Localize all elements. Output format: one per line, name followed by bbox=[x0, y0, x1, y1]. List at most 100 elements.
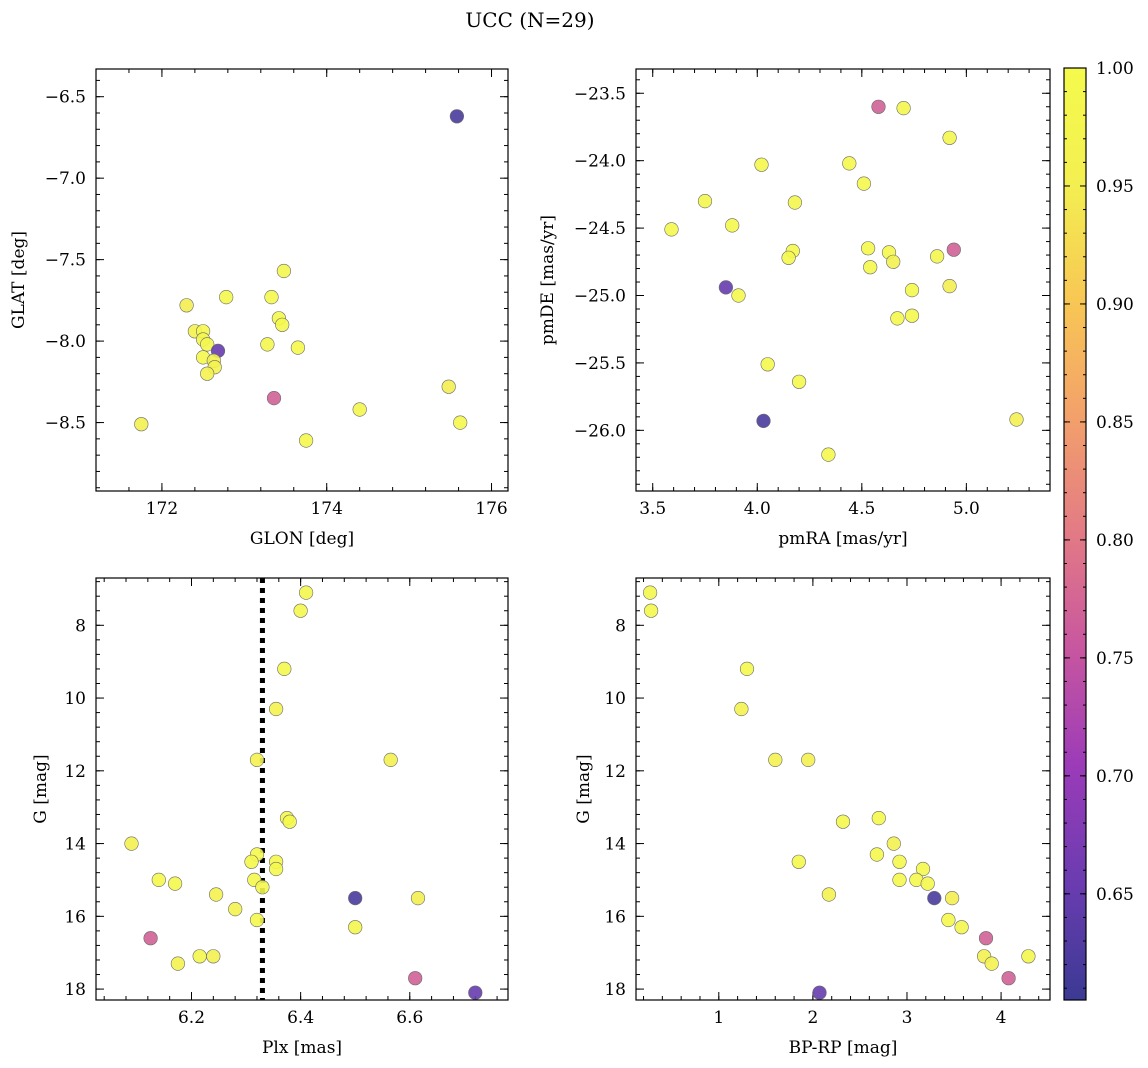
data-point bbox=[260, 337, 275, 352]
x-tick-label: 172 bbox=[146, 499, 178, 519]
data-point bbox=[892, 872, 907, 888]
y-tick-label: 10 bbox=[64, 689, 86, 709]
x-tick-label: 5.0 bbox=[953, 499, 980, 519]
scatter-points bbox=[664, 99, 1024, 462]
data-point bbox=[791, 854, 806, 869]
y-tick-label: 10 bbox=[604, 689, 626, 709]
x-tick-label: 174 bbox=[310, 499, 342, 519]
y-tick-label: 16 bbox=[64, 907, 86, 927]
y-tick-label: −24.0 bbox=[574, 152, 626, 172]
data-point bbox=[821, 887, 837, 902]
data-point bbox=[801, 752, 816, 768]
data-point bbox=[734, 701, 749, 717]
data-point bbox=[756, 413, 771, 429]
data-point bbox=[890, 311, 905, 326]
data-point bbox=[869, 847, 885, 862]
data-point bbox=[293, 603, 308, 618]
data-point bbox=[915, 861, 931, 877]
x-axis-label: GLON [deg] bbox=[250, 529, 354, 549]
data-point bbox=[863, 260, 878, 275]
data-point bbox=[927, 890, 942, 906]
x-tick-label: 6.2 bbox=[178, 1008, 205, 1028]
y-tick-label: −7.0 bbox=[45, 169, 86, 189]
data-point bbox=[249, 752, 265, 768]
data-point bbox=[151, 872, 166, 888]
data-point bbox=[282, 814, 297, 829]
axes-frame bbox=[635, 577, 1051, 1001]
data-point bbox=[264, 290, 279, 305]
data-point bbox=[781, 250, 796, 265]
data-point bbox=[942, 130, 957, 145]
data-point bbox=[791, 374, 807, 389]
data-point bbox=[244, 854, 259, 869]
data-point bbox=[441, 379, 456, 394]
data-point bbox=[453, 415, 468, 430]
y-axis-label: pmDE [mas/yr] bbox=[538, 215, 558, 345]
data-point bbox=[731, 288, 746, 303]
x-tick-label: 2 bbox=[807, 1008, 818, 1028]
colorbar-tick-label: 0.95 bbox=[1096, 177, 1134, 197]
data-point bbox=[725, 218, 740, 233]
data-point bbox=[269, 861, 284, 877]
data-point bbox=[277, 661, 292, 677]
data-point bbox=[944, 890, 960, 906]
colorbar-tick-label: 0.90 bbox=[1096, 295, 1134, 315]
colorbar-tick-label: 0.80 bbox=[1096, 531, 1134, 551]
data-point bbox=[200, 337, 215, 352]
data-point bbox=[835, 814, 851, 829]
data-point bbox=[168, 876, 183, 891]
data-point bbox=[124, 836, 139, 851]
data-point bbox=[942, 279, 957, 294]
y-axis-label: G [mag] bbox=[574, 754, 594, 823]
x-tick-label: 3.5 bbox=[639, 499, 666, 519]
data-point bbox=[787, 195, 803, 210]
panel-pmra-pmde: 3.5 4.0 4.5 5.0 −23.5 −24.0 −24.5 −25.0 −25.5 −26… bbox=[538, 68, 1051, 549]
colorbar-tick-label: 1.00 bbox=[1096, 59, 1134, 79]
x-tick-label: 4.5 bbox=[848, 499, 875, 519]
data-point bbox=[760, 357, 775, 372]
figure-title: UCC (N=29) bbox=[465, 8, 594, 32]
data-point bbox=[812, 985, 827, 1000]
data-point bbox=[269, 701, 284, 717]
data-point bbox=[941, 912, 956, 928]
panels: 172 174 176 −6.5 −7.0 −7.5 −8.0 −8.5 GLON [deg] G… bbox=[9, 68, 1051, 1058]
data-point bbox=[871, 810, 886, 826]
x-tick-label: 176 bbox=[475, 499, 507, 519]
y-tick-label: 8 bbox=[75, 616, 86, 636]
data-point bbox=[886, 836, 901, 851]
panel-glon-glat: 172 174 176 −6.5 −7.0 −7.5 −8.0 −8.5 GLON [deg] G… bbox=[9, 68, 509, 549]
data-point bbox=[664, 222, 679, 237]
x-axis-label: BP-RP [mag] bbox=[789, 1038, 898, 1058]
data-point bbox=[1001, 971, 1016, 986]
data-point bbox=[920, 876, 935, 891]
data-point bbox=[886, 254, 901, 269]
data-point bbox=[642, 585, 658, 600]
colorbar-frame bbox=[1063, 67, 1087, 1001]
data-point bbox=[449, 109, 465, 124]
data-point bbox=[266, 391, 282, 406]
data-point bbox=[768, 752, 783, 768]
data-point bbox=[290, 340, 306, 355]
data-point bbox=[410, 890, 426, 906]
data-point bbox=[299, 433, 314, 448]
data-point bbox=[170, 956, 185, 971]
panel-plx-g: 6.2 6.4 6.6 8 10 12 14 16 18 Plx [mas] G [mag] bbox=[31, 577, 509, 1058]
y-tick-label: −8.0 bbox=[45, 332, 86, 352]
y-axis-label: GLAT [deg] bbox=[9, 231, 29, 329]
data-point bbox=[299, 585, 314, 600]
data-point bbox=[954, 920, 969, 935]
data-point bbox=[860, 241, 876, 256]
x-axis-label: Plx [mas] bbox=[262, 1038, 342, 1058]
axes-frame bbox=[635, 68, 1051, 492]
data-point bbox=[143, 931, 158, 946]
colorbar-tick-label: 0.70 bbox=[1096, 767, 1134, 787]
scatter-points bbox=[134, 109, 468, 448]
data-point bbox=[192, 949, 207, 964]
x-tick-label: 4 bbox=[996, 1008, 1007, 1028]
data-point bbox=[219, 290, 234, 305]
data-point bbox=[871, 99, 886, 114]
data-point bbox=[978, 931, 994, 946]
data-point bbox=[697, 194, 713, 209]
data-point bbox=[718, 280, 734, 295]
